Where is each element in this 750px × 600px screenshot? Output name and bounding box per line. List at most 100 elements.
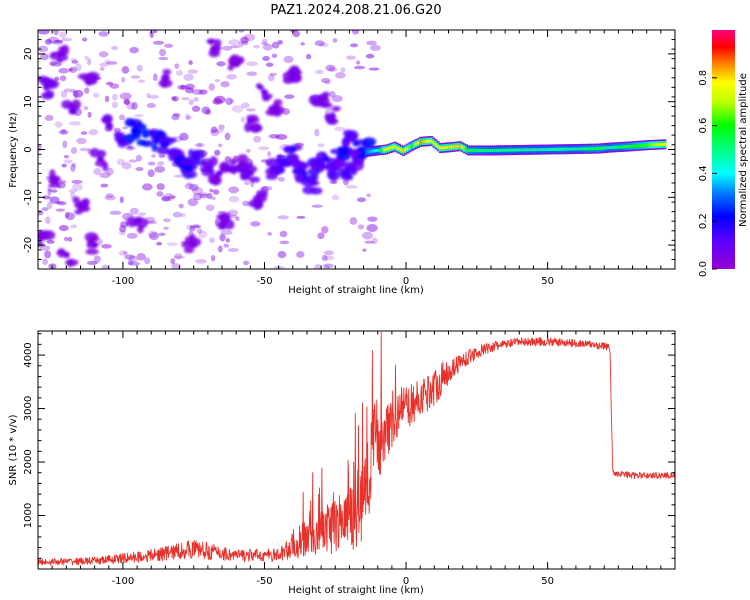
ridge-core [629, 144, 633, 148]
noise-speck [178, 203, 184, 209]
spectral-blob [328, 157, 336, 169]
spectral-blob-core [255, 199, 263, 206]
noise-speck [62, 140, 68, 149]
noise-speck [216, 61, 226, 67]
noise-speck [246, 108, 256, 112]
noise-speck [141, 183, 153, 191]
noise-speck [262, 55, 271, 62]
ridge-core [467, 148, 471, 152]
noise-speck [253, 135, 262, 143]
ridge-core [372, 149, 376, 153]
ridge-core [501, 148, 505, 152]
noise-speck [271, 53, 278, 59]
noise-speck [47, 36, 60, 44]
noise-speck [138, 79, 145, 83]
ridge-core [651, 143, 655, 147]
spectral-blob [201, 168, 215, 177]
noise-speck [56, 201, 67, 206]
noise-speck [59, 75, 67, 82]
x-tick-label: 50 [541, 276, 554, 287]
noise-speck [70, 163, 76, 172]
noise-speck [210, 126, 218, 134]
noise-speck [70, 57, 78, 62]
noise-speck [49, 60, 58, 66]
noise-speck [180, 213, 186, 218]
noise-speck [63, 159, 73, 164]
spectral-blob-core [246, 170, 254, 177]
ridge-core [503, 148, 507, 152]
noise-speck [185, 83, 195, 90]
noise-speck [372, 237, 378, 245]
spectral-blob [81, 198, 89, 204]
ridge-core [610, 145, 614, 149]
noise-speck [187, 198, 199, 207]
noise-speck [148, 232, 160, 241]
spectral-blob-core [309, 179, 317, 186]
ridge-core [510, 148, 513, 152]
noise-speck [260, 185, 273, 191]
noise-speck [262, 43, 273, 51]
ridge-core [430, 139, 434, 143]
noise-speck [328, 91, 336, 98]
spectral-blob [188, 170, 198, 178]
noise-speck [122, 126, 128, 130]
noise-speck [194, 142, 206, 148]
ridge-core [514, 148, 518, 152]
noise-speck [367, 216, 378, 222]
ridge-core [566, 147, 570, 151]
snr-plot-area [38, 331, 675, 566]
ridge-core [399, 148, 403, 152]
noise-speck [191, 88, 204, 95]
y-tick-label: -20 [23, 237, 34, 253]
noise-speck [196, 228, 203, 234]
noise-speck [368, 67, 380, 71]
noise-speck [220, 81, 230, 88]
spectral-blob-core [317, 98, 325, 105]
noise-speck [225, 238, 230, 243]
noise-speck [127, 259, 134, 266]
noise-speck [362, 231, 374, 240]
noise-speck [235, 216, 240, 221]
ridge-core [397, 147, 401, 151]
ridge-core [493, 148, 497, 152]
spectral-blob [89, 148, 100, 158]
x-tick-label: -100 [112, 276, 135, 287]
noise-speck [366, 193, 372, 198]
ridge-core [578, 147, 582, 151]
noise-speck [228, 195, 240, 203]
noise-speck [189, 227, 196, 232]
noise-speck [209, 188, 214, 193]
noise-speck [217, 245, 223, 253]
spectral-blob-core [331, 165, 339, 172]
noise-speck [59, 31, 67, 39]
spectrogram-plot-area [38, 30, 667, 269]
spectral-blob-core [328, 113, 336, 120]
noise-speck [183, 73, 194, 81]
spectrogram-blobs [38, 38, 377, 268]
noise-speck [42, 195, 51, 200]
noise-speck [205, 109, 212, 116]
ridge-core [516, 148, 520, 152]
ridge-core [542, 148, 546, 152]
spectrogram-ridge [365, 135, 667, 157]
noise-speck [111, 101, 119, 109]
noise-speck [50, 62, 62, 67]
ridge-core [471, 148, 475, 152]
noise-speck [176, 69, 184, 77]
noise-speck [205, 204, 215, 212]
noise-speck [104, 195, 116, 201]
noise-speck [44, 38, 52, 45]
noise-speck [98, 51, 109, 58]
spectral-blob-core [48, 175, 56, 182]
ridge-core [456, 144, 460, 148]
noise-speck [223, 243, 230, 248]
ridge-core [416, 141, 420, 145]
noise-speck [362, 248, 367, 252]
ridge-core [538, 148, 542, 152]
noise-speck [317, 232, 325, 240]
noise-speck [185, 113, 190, 121]
spectral-blob [265, 173, 278, 180]
ridge-core [404, 148, 408, 152]
noise-speck [122, 251, 128, 256]
ridge-core [585, 147, 589, 151]
